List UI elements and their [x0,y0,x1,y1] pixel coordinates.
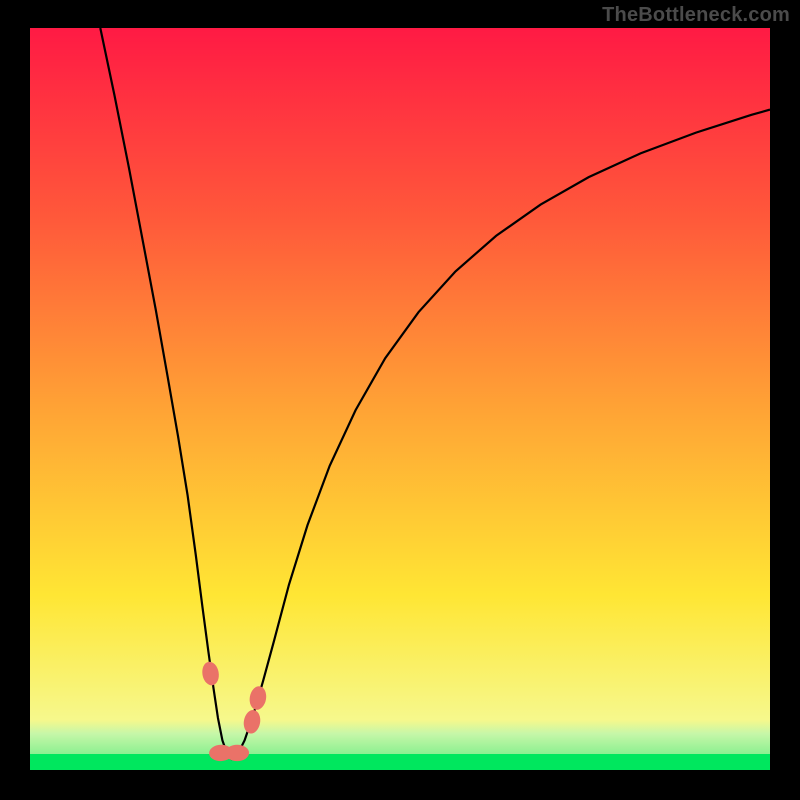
curve-right [232,110,770,760]
plot-area [30,28,770,770]
trough-marker [200,660,220,686]
markers-group [200,660,268,761]
trough-marker [225,745,249,761]
trough-marker [248,685,268,711]
curves-svg [30,28,770,770]
trough-marker [242,709,262,735]
watermark: TheBottleneck.com [602,4,790,27]
curve-left [100,28,232,760]
